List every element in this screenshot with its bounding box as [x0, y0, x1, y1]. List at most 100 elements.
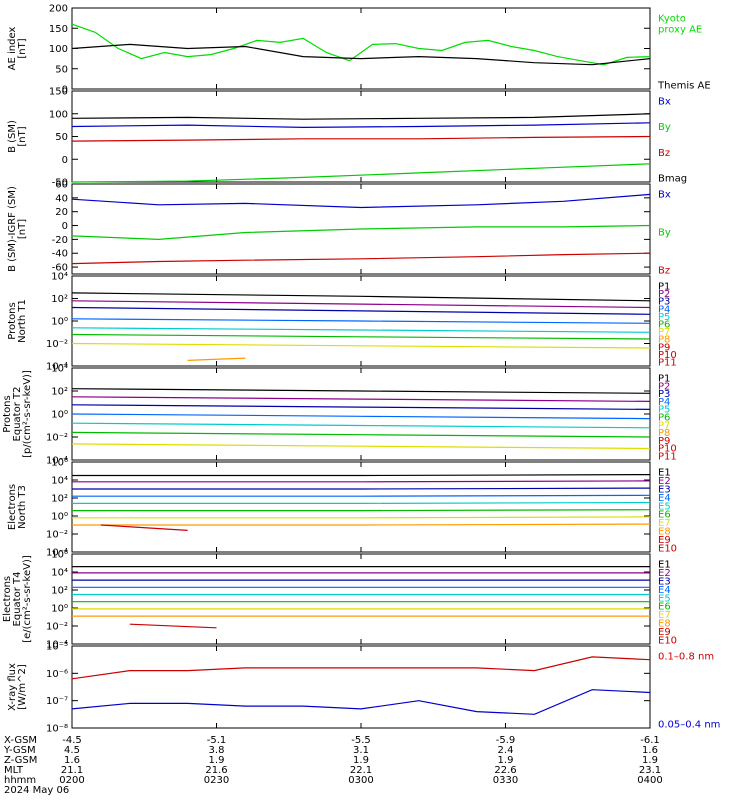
y-tick-label: 0 — [62, 155, 68, 166]
panel-1: 0 50 100 150 200 AE index[nT] Kyoto proxy AE The… — [7, 4, 711, 96]
series-line — [72, 516, 651, 519]
series-line — [71, 224, 651, 241]
legend-entry: E8 — [658, 527, 671, 538]
legend-entry: E7 — [658, 610, 671, 621]
series-line — [71, 43, 651, 66]
legend-entry-line: E8 — [658, 619, 671, 630]
ephem-row-label: Y-GSM — [3, 745, 36, 756]
series-line — [72, 487, 651, 490]
legend-entry-line: P4 — [658, 304, 670, 315]
legend-entry-line: E9 — [658, 627, 671, 638]
legend-entry-line: P7 — [658, 327, 670, 338]
series-line — [187, 357, 246, 361]
panel-frame — [71, 90, 651, 183]
y-tick-label: 10⁻² — [46, 622, 68, 633]
y-tick-label: 10⁶ — [51, 550, 68, 561]
ephem-value: 3.1 — [353, 745, 369, 756]
legend-entry-line: E7 — [658, 518, 671, 529]
legend-entry: Themis AE — [657, 81, 711, 92]
legend-entry-line: Bx — [658, 97, 671, 108]
series-line — [71, 404, 651, 410]
series-line — [129, 623, 217, 629]
y-tick-label: 150 — [49, 24, 68, 35]
panel-frame — [71, 645, 651, 729]
series-line — [71, 431, 651, 438]
y-tick-label: 10⁻⁴ — [46, 548, 68, 559]
legend-entry: E10 — [658, 636, 677, 647]
y-tick-label: 10⁻⁸ — [46, 724, 68, 735]
ephemeris-footer: X-GSM -4.5 -5.1 -5.5 -5.9 -6.1 Y-GSM 4.5 3.8 3.1 2… — [3, 735, 663, 796]
series-line — [71, 342, 651, 349]
legend-entry-line: P10 — [658, 350, 677, 361]
y-axis-label-line: North T1 — [17, 299, 28, 343]
legend-entry-line: E4 — [658, 493, 671, 504]
y-axis-label: B (SM)-IGRF (SM)[nT] — [7, 186, 28, 272]
legend-entry: P4 — [658, 304, 670, 315]
series-line — [71, 23, 651, 66]
legend-entry-line: P9 — [658, 436, 670, 447]
series-line — [71, 292, 651, 302]
y-tick-label: -40 — [52, 249, 68, 260]
legend-entry: Bmag — [658, 174, 687, 185]
ephem-value: 1.9 — [642, 755, 658, 766]
ephem-value: 1.9 — [353, 755, 369, 766]
legend-entry-line: P9 — [658, 342, 670, 353]
ephem-value: 22.6 — [494, 765, 516, 776]
series-line — [72, 509, 651, 512]
legend-entry: E1 — [658, 468, 671, 479]
legend-entry-line: Bz — [658, 266, 670, 277]
y-tick-label: -20 — [52, 235, 68, 246]
y-tick-label: 10⁶ — [51, 458, 68, 469]
legend-entry: Bz — [658, 148, 670, 159]
series-line — [71, 413, 651, 420]
ephem-value: -5.5 — [351, 735, 371, 746]
series-line — [72, 480, 651, 483]
ephem-value: -4.5 — [62, 735, 82, 746]
series-line — [71, 135, 651, 142]
y-tick-label: 40 — [55, 193, 68, 204]
ephem-value: 1.6 — [642, 745, 658, 756]
legend-entry: P3 — [658, 389, 670, 400]
panel-5: 10⁻⁴ 10⁻² 10⁰ 10² 10⁴ ProtonsEquator T2[p/(cm… — [2, 364, 677, 467]
legend-entry-line: E2 — [658, 568, 671, 579]
y-tick-label: 10⁴ — [51, 568, 68, 579]
ephem-value: 1.9 — [209, 755, 225, 766]
ephem-value: 2.4 — [498, 745, 514, 756]
ephem-value: -5.9 — [496, 735, 516, 746]
panel-4: 10⁻⁴ 10⁻² 10⁰ 10² 10⁴ ProtonsNorth T1 P1P2P3P4… — [7, 272, 677, 373]
series-line — [71, 396, 651, 402]
y-axis-label-line: [nT] — [17, 219, 28, 239]
y-tick-label: 10⁻⁵ — [46, 642, 68, 653]
legend-entry-line: E10 — [658, 544, 677, 555]
y-axis-label: B (SM)[nT] — [7, 120, 28, 153]
series-line — [71, 327, 651, 333]
series-line — [72, 501, 651, 504]
legend-entry: P10 — [658, 444, 677, 455]
legend-entry-line: P11 — [658, 358, 677, 369]
series-line — [71, 422, 651, 429]
y-tick-label: 0 — [62, 85, 68, 96]
legend-entry-line: P10 — [658, 444, 677, 455]
legend-entry: E7 — [658, 518, 671, 529]
date-label: 2024 May 06 — [4, 785, 69, 796]
legend-entry-line: E7 — [658, 610, 671, 621]
panel-2: -50 0 50 100 150 B (SM)[nT] Bx By Bz Bmag — [7, 87, 687, 189]
legend-entry: 0.1–0.8 nm — [658, 652, 714, 663]
legend-entry: By — [658, 228, 671, 239]
legend-entry: E10 — [658, 544, 677, 555]
y-axis-label-line: AE index — [7, 27, 18, 71]
y-axis-label: ProtonsEquator T2[p/(cm²-s-sr-keV)] — [2, 370, 33, 458]
legend-entry-line: P8 — [658, 428, 670, 439]
y-axis-label-line: X-ray flux — [7, 663, 18, 711]
legend-entry-line: P2 — [658, 381, 670, 392]
y-axis-label: ElectronsEquator T4[e/(cm²-s-sr-keV)] — [2, 555, 33, 643]
y-axis-label-line: [p/(cm²-s-sr-keV)] — [22, 370, 33, 458]
legend-entry: P11 — [658, 452, 677, 463]
ephem-value: 4.5 — [64, 745, 80, 756]
y-tick-label: 20 — [55, 207, 68, 218]
y-tick-label: 10⁻² — [46, 530, 68, 541]
y-tick-label: 10⁰ — [51, 410, 68, 421]
